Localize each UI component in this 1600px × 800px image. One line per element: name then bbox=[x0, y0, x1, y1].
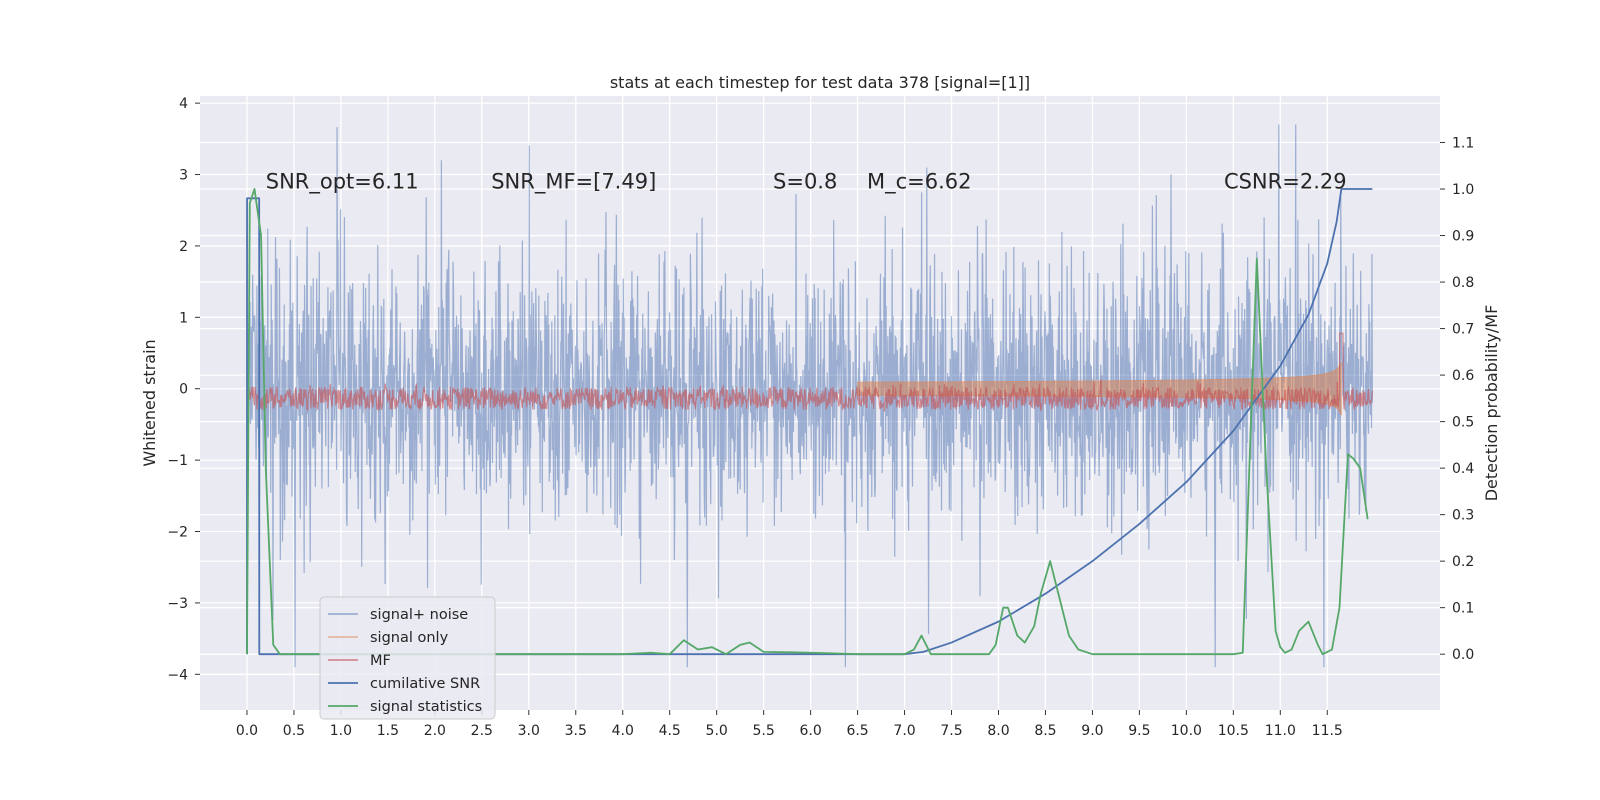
annotations: SNR_opt=6.11 SNR_MF=[7.49] S=0.8 M_c=6.62 CS… bbox=[266, 170, 1347, 195]
legend-label: signal+ noise bbox=[370, 607, 468, 623]
y-tick-label: −2 bbox=[167, 525, 188, 541]
x-tick-label: 8.0 bbox=[987, 723, 1009, 739]
legend-label: cumilative SNR bbox=[370, 676, 480, 692]
y-axis-label: Whitened strain bbox=[140, 339, 159, 466]
x-tick-labels: 0.0 0.5 1.0 1.5 2.0 2.5 3.0 3.5 4.0 4.5 5.0 5.5 6.0 6… bbox=[236, 710, 1343, 739]
annotation-snr-opt: SNR_opt=6.11 bbox=[266, 170, 419, 195]
legend-label: MF bbox=[370, 653, 391, 669]
chart-title: stats at each timestep for test data 378… bbox=[610, 73, 1030, 92]
series-layer bbox=[246, 124, 1373, 668]
series-mf bbox=[246, 332, 1373, 412]
x-tick-label: 9.0 bbox=[1081, 723, 1103, 739]
y2-tick-label: 0.1 bbox=[1452, 601, 1474, 617]
x-tick-label: 1.0 bbox=[330, 723, 352, 739]
x-tick-label: 11.5 bbox=[1312, 723, 1343, 739]
annotation-snr-mf: SNR_MF=[7.49] bbox=[491, 170, 656, 195]
legend-label: signal statistics bbox=[370, 699, 482, 715]
y-tick-label: −1 bbox=[167, 453, 188, 469]
x-tick-label: 7.0 bbox=[893, 723, 915, 739]
annotation-spin: S=0.8 bbox=[773, 170, 837, 194]
x-tick-label: 7.5 bbox=[940, 723, 962, 739]
annotation-csnr: CSNR=2.29 bbox=[1224, 170, 1347, 194]
y2-tick-label: 0.4 bbox=[1452, 461, 1474, 477]
y-tick-label: −3 bbox=[167, 596, 188, 612]
y-tick-label: 4 bbox=[179, 96, 188, 112]
legend: signal+ noise signal only MF cumilative SNR… bbox=[319, 596, 496, 720]
legend-box bbox=[319, 596, 496, 720]
y2-tick-label: 0.7 bbox=[1452, 322, 1474, 338]
x-tick-label: 3.0 bbox=[518, 723, 540, 739]
legend-label: signal only bbox=[370, 630, 449, 646]
y2-tick-label: 0.3 bbox=[1452, 508, 1474, 524]
x-tick-label: 0.0 bbox=[236, 723, 258, 739]
x-tick-label: 8.5 bbox=[1034, 723, 1056, 739]
x-tick-label: 9.5 bbox=[1128, 723, 1150, 739]
y-tick-label: −4 bbox=[167, 667, 188, 683]
x-tick-label: 1.5 bbox=[377, 723, 399, 739]
x-tick-label: 5.0 bbox=[706, 723, 728, 739]
x-tick-label: 10.5 bbox=[1218, 723, 1249, 739]
y2-tick-label: 0.2 bbox=[1452, 554, 1474, 570]
y-tick-label: 0 bbox=[179, 382, 188, 398]
series-signal-noise bbox=[246, 124, 1373, 668]
x-tick-label: 6.0 bbox=[799, 723, 821, 739]
x-tick-label: 6.5 bbox=[846, 723, 868, 739]
y2-tick-label: 1.1 bbox=[1452, 136, 1474, 152]
x-tick-label: 0.5 bbox=[283, 723, 305, 739]
x-tick-label: 10.0 bbox=[1171, 723, 1202, 739]
y-tick-labels: −4 −3 −2 −1 0 1 2 3 4 bbox=[167, 96, 200, 683]
y2-axis-label: Detection probability/MF bbox=[1482, 305, 1501, 502]
x-tick-label: 3.5 bbox=[565, 723, 587, 739]
y-tick-label: 1 bbox=[179, 310, 188, 326]
series-cumulative-snr bbox=[246, 188, 1373, 656]
y2-tick-label: 1.0 bbox=[1452, 182, 1474, 198]
y-tick-label: 2 bbox=[179, 239, 188, 255]
x-tick-label: 2.5 bbox=[471, 723, 493, 739]
annotation-chirp-mass: M_c=6.62 bbox=[867, 170, 972, 195]
y2-tick-label: 0.0 bbox=[1452, 647, 1474, 663]
x-tick-label: 11.0 bbox=[1265, 723, 1296, 739]
series-signal-statistics bbox=[246, 188, 1369, 656]
y2-tick-labels: 0.0 0.1 0.2 0.3 0.4 0.5 0.6 0.7 0.8 0.9 1.0 1.1 bbox=[1440, 136, 1474, 663]
x-tick-label: 4.0 bbox=[612, 723, 634, 739]
x-tick-label: 2.0 bbox=[424, 723, 446, 739]
y2-tick-label: 0.5 bbox=[1452, 415, 1474, 431]
y2-tick-label: 0.6 bbox=[1452, 368, 1474, 384]
y2-tick-label: 0.9 bbox=[1452, 229, 1474, 245]
x-tick-label: 4.5 bbox=[659, 723, 681, 739]
y-tick-label: 3 bbox=[179, 168, 188, 184]
y2-tick-label: 0.8 bbox=[1452, 275, 1474, 291]
x-tick-label: 5.5 bbox=[753, 723, 775, 739]
